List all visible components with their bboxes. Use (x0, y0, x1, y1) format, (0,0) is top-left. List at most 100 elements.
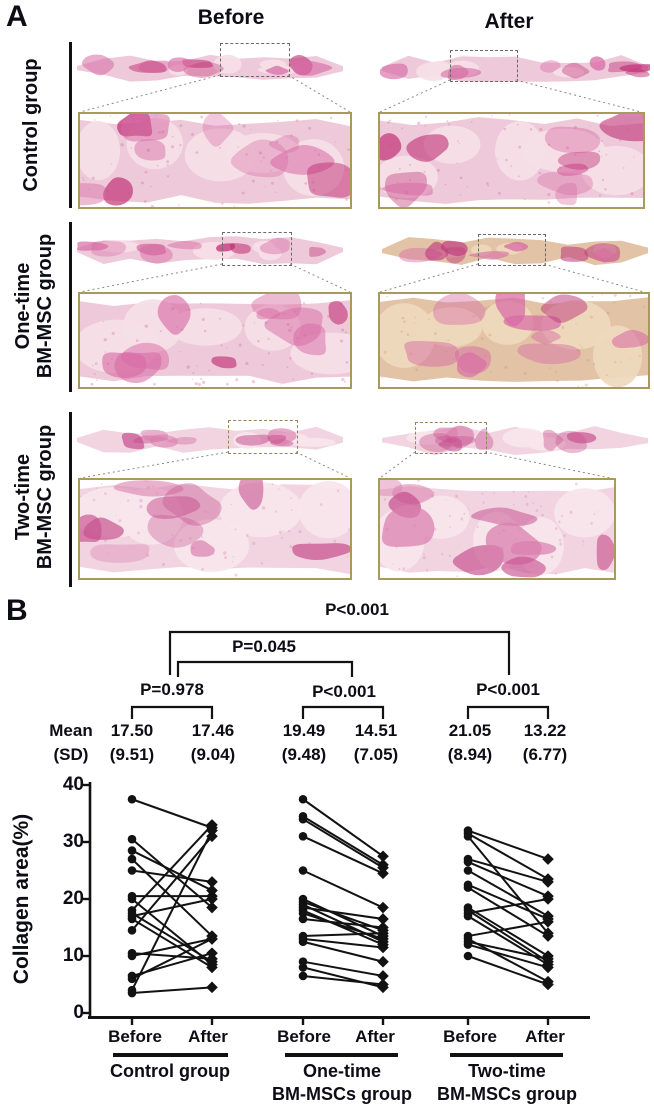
data-point-before (127, 914, 137, 924)
group-divider-line (69, 412, 72, 587)
data-point-after (377, 913, 389, 925)
data-point-before (127, 866, 137, 875)
data-point-after (377, 901, 389, 914)
data-point-before (298, 866, 308, 875)
data-point-before (463, 857, 473, 867)
x-label-two-time-after: After (525, 1027, 565, 1046)
data-point-before (463, 866, 473, 875)
y-tick-0: 0 (73, 1002, 84, 1023)
data-point-before (127, 951, 137, 961)
zoom-region-box (478, 234, 546, 266)
p-value-within-two-time: P<0.001 (476, 680, 540, 699)
histology-inset-control-before (78, 112, 352, 209)
histology-inset-two-time-after (378, 478, 616, 580)
histology-strip-two-time-after (380, 417, 650, 463)
data-point-after (542, 853, 554, 865)
panel-b-label: B (6, 594, 28, 627)
data-point-before (298, 963, 308, 972)
data-point-before (298, 832, 308, 841)
zoom-connector-lines (79, 74, 645, 479)
data-point-after (542, 930, 554, 942)
data-point-before (127, 988, 137, 998)
data-point-after (206, 981, 218, 994)
data-point-before (463, 883, 473, 892)
zoom-region-box (415, 422, 487, 454)
data-point-after (206, 947, 218, 959)
data-point-after (206, 901, 218, 914)
zoom-region-box (222, 232, 292, 266)
mean-control-before: 17.50 (110, 721, 154, 740)
data-point-before (298, 937, 308, 947)
mean-one-time-before: 19.49 (282, 721, 326, 740)
y-tick-30: 30 (62, 831, 84, 852)
p-value-top: P<0.001 (325, 600, 389, 619)
sd-two-time-before: (8.94) (447, 745, 493, 764)
panel-a-label: A (6, 0, 28, 33)
sd-one-time-before: (9.48) (281, 745, 327, 764)
column-header-before: Before (197, 6, 265, 29)
x-label-one-time-after: After (355, 1027, 395, 1046)
data-point-after (542, 893, 554, 905)
group-name-one-time-line2: BM-MSCs group (272, 1084, 412, 1104)
mean-two-time-after: 13.22 (523, 721, 567, 740)
histology-inset-two-time-before (78, 478, 352, 580)
data-point-after (377, 927, 389, 939)
sd-two-time-after: (6.77) (522, 745, 568, 764)
mean-one-time-after: 14.51 (354, 721, 398, 740)
column-header-after: After (484, 10, 534, 33)
group-name-control: Control group (110, 1061, 230, 1081)
histology-strip-control-before (75, 46, 345, 90)
mean-control-after: 17.46 (191, 721, 235, 740)
sd-row-label: (SD) (53, 745, 89, 764)
group-underline-two-time (450, 1053, 563, 1057)
data-point-before (298, 794, 308, 804)
y-tick-20: 20 (62, 888, 84, 909)
data-point-before (127, 794, 137, 804)
p-value-mid: P=0.045 (232, 637, 296, 656)
data-point-after (206, 876, 218, 888)
data-point-after (377, 867, 389, 880)
histology-inset-one-time-before (78, 292, 352, 389)
sd-control-before: (9.51) (109, 745, 155, 764)
data-point-before (463, 951, 473, 961)
data-point-before (127, 854, 137, 864)
y-tick-40: 40 (62, 774, 84, 795)
data-point-before (463, 832, 473, 841)
data-point-after (542, 916, 554, 928)
sd-control-after: (9.04) (190, 745, 236, 764)
group-name-one-time-line1: One-time (302, 1061, 381, 1081)
data-point-before (298, 914, 308, 924)
data-point-after (542, 876, 554, 888)
x-label-one-time-before: Before (277, 1027, 331, 1046)
data-point-before (127, 834, 137, 844)
group-underline-one-time (285, 1053, 398, 1057)
data-point-before (127, 974, 137, 984)
data-point-after (377, 941, 389, 954)
histology-strip-one-time-before (75, 228, 345, 272)
data-point-before (298, 971, 308, 981)
y-tick-10: 10 (62, 945, 84, 966)
histology-inset-control-after (378, 112, 645, 209)
data-point-before (298, 814, 308, 824)
mean-two-time-before: 21.05 (448, 721, 492, 740)
zoom-region-box (228, 420, 298, 454)
x-label-control-after: After (188, 1027, 228, 1046)
zoom-region-box (220, 43, 290, 77)
data-point-after (377, 970, 389, 982)
p-value-within-one-time: P<0.001 (312, 682, 376, 701)
data-point-before (127, 926, 137, 935)
histology-strip-two-time-before (75, 418, 345, 462)
zoom-region-box (450, 50, 518, 82)
p-value-within-control: P=0.978 (140, 680, 204, 699)
group-name-two-time-line2: BM-MSCs group (437, 1084, 577, 1104)
data-point-after (542, 953, 554, 965)
x-label-two-time-before: Before (443, 1027, 497, 1046)
data-point-after (206, 933, 218, 945)
data-point-before (463, 911, 473, 921)
data-point-before (127, 846, 137, 855)
data-point-after (206, 824, 218, 837)
sd-one-time-after: (7.05) (353, 745, 399, 764)
group-name-two-time-line1: Two-time (468, 1061, 546, 1081)
group-underline-control (113, 1053, 228, 1057)
